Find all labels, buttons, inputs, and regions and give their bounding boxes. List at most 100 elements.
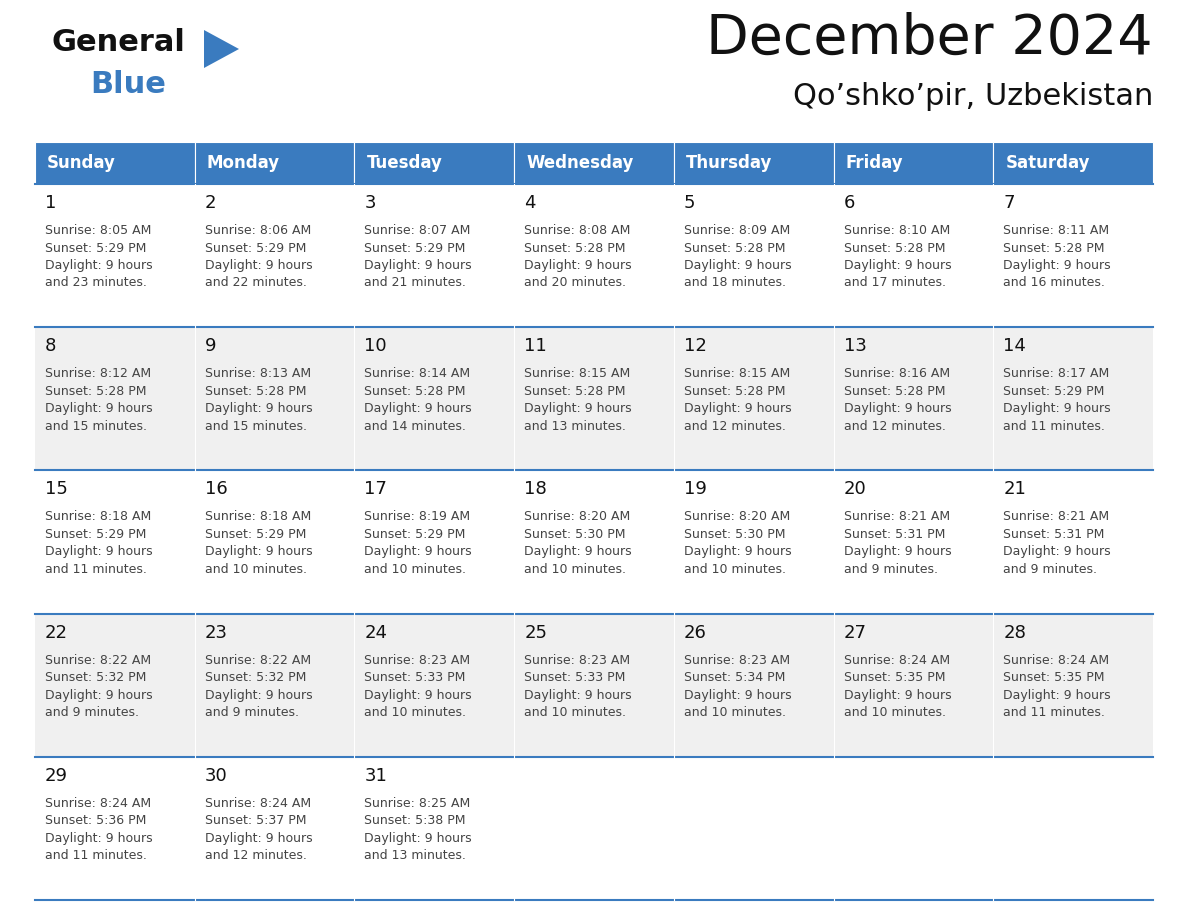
- Text: Sunset: 5:36 PM: Sunset: 5:36 PM: [45, 814, 146, 827]
- Text: and 11 minutes.: and 11 minutes.: [1004, 706, 1105, 719]
- Text: Sunrise: 8:05 AM: Sunrise: 8:05 AM: [45, 224, 151, 237]
- Text: 19: 19: [684, 480, 707, 498]
- Text: 24: 24: [365, 623, 387, 642]
- Text: Sunrise: 8:21 AM: Sunrise: 8:21 AM: [843, 510, 949, 523]
- Bar: [34, 184, 1154, 327]
- Text: 5: 5: [684, 194, 695, 212]
- Text: Sunrise: 8:25 AM: Sunrise: 8:25 AM: [365, 797, 470, 810]
- Text: Monday: Monday: [207, 154, 280, 172]
- Text: Wednesday: Wednesday: [526, 154, 633, 172]
- Text: Sunrise: 8:15 AM: Sunrise: 8:15 AM: [524, 367, 631, 380]
- Text: Thursday: Thursday: [685, 154, 772, 172]
- Text: Daylight: 9 hours: Daylight: 9 hours: [684, 545, 791, 558]
- Text: Sunset: 5:30 PM: Sunset: 5:30 PM: [684, 528, 785, 541]
- Text: Sunset: 5:30 PM: Sunset: 5:30 PM: [524, 528, 626, 541]
- Text: Sunrise: 8:23 AM: Sunrise: 8:23 AM: [684, 654, 790, 666]
- Text: 1: 1: [45, 194, 56, 212]
- Text: Sunrise: 8:18 AM: Sunrise: 8:18 AM: [204, 510, 311, 523]
- Text: Sunset: 5:28 PM: Sunset: 5:28 PM: [524, 241, 626, 254]
- Text: and 12 minutes.: and 12 minutes.: [204, 849, 307, 862]
- Text: Daylight: 9 hours: Daylight: 9 hours: [1004, 545, 1111, 558]
- Text: and 9 minutes.: and 9 minutes.: [45, 706, 139, 719]
- Text: 2: 2: [204, 194, 216, 212]
- Text: Daylight: 9 hours: Daylight: 9 hours: [365, 832, 472, 845]
- Text: Sunday: Sunday: [48, 154, 116, 172]
- Text: Sunset: 5:29 PM: Sunset: 5:29 PM: [45, 528, 146, 541]
- Bar: [34, 470, 1154, 613]
- Text: Sunrise: 8:23 AM: Sunrise: 8:23 AM: [524, 654, 631, 666]
- Text: 11: 11: [524, 337, 546, 355]
- Text: Sunrise: 8:08 AM: Sunrise: 8:08 AM: [524, 224, 631, 237]
- Text: Sunrise: 8:16 AM: Sunrise: 8:16 AM: [843, 367, 949, 380]
- Bar: [674, 142, 834, 184]
- Text: Daylight: 9 hours: Daylight: 9 hours: [524, 259, 632, 272]
- Text: and 22 minutes.: and 22 minutes.: [204, 276, 307, 289]
- Text: 15: 15: [45, 480, 68, 498]
- Text: and 10 minutes.: and 10 minutes.: [684, 563, 785, 576]
- Text: 16: 16: [204, 480, 227, 498]
- Text: Sunset: 5:35 PM: Sunset: 5:35 PM: [843, 671, 946, 684]
- Text: Sunrise: 8:23 AM: Sunrise: 8:23 AM: [365, 654, 470, 666]
- Text: Daylight: 9 hours: Daylight: 9 hours: [45, 259, 152, 272]
- Text: Daylight: 9 hours: Daylight: 9 hours: [204, 545, 312, 558]
- Text: Sunset: 5:29 PM: Sunset: 5:29 PM: [365, 241, 466, 254]
- Text: Sunrise: 8:12 AM: Sunrise: 8:12 AM: [45, 367, 151, 380]
- Text: Sunset: 5:28 PM: Sunset: 5:28 PM: [843, 385, 946, 397]
- Text: and 23 minutes.: and 23 minutes.: [45, 276, 147, 289]
- Text: and 21 minutes.: and 21 minutes.: [365, 276, 467, 289]
- Bar: [34, 142, 195, 184]
- Text: and 10 minutes.: and 10 minutes.: [843, 706, 946, 719]
- Text: Sunset: 5:35 PM: Sunset: 5:35 PM: [1004, 671, 1105, 684]
- Text: Sunset: 5:28 PM: Sunset: 5:28 PM: [524, 385, 626, 397]
- Text: Sunrise: 8:21 AM: Sunrise: 8:21 AM: [1004, 510, 1110, 523]
- Text: and 10 minutes.: and 10 minutes.: [365, 563, 467, 576]
- Text: and 13 minutes.: and 13 minutes.: [524, 420, 626, 432]
- Text: Sunset: 5:29 PM: Sunset: 5:29 PM: [1004, 385, 1105, 397]
- Text: Daylight: 9 hours: Daylight: 9 hours: [45, 402, 152, 415]
- Bar: [34, 756, 1154, 900]
- Text: Daylight: 9 hours: Daylight: 9 hours: [684, 688, 791, 701]
- Text: 23: 23: [204, 623, 228, 642]
- Text: 13: 13: [843, 337, 866, 355]
- Text: Daylight: 9 hours: Daylight: 9 hours: [365, 402, 472, 415]
- Text: Daylight: 9 hours: Daylight: 9 hours: [45, 832, 152, 845]
- Text: Sunrise: 8:22 AM: Sunrise: 8:22 AM: [45, 654, 151, 666]
- Bar: [34, 613, 1154, 756]
- Text: and 9 minutes.: and 9 minutes.: [204, 706, 298, 719]
- Text: Sunset: 5:28 PM: Sunset: 5:28 PM: [365, 385, 466, 397]
- Text: Sunrise: 8:17 AM: Sunrise: 8:17 AM: [1004, 367, 1110, 380]
- Text: Sunset: 5:32 PM: Sunset: 5:32 PM: [204, 671, 307, 684]
- Text: Sunset: 5:28 PM: Sunset: 5:28 PM: [684, 385, 785, 397]
- Text: Sunrise: 8:20 AM: Sunrise: 8:20 AM: [684, 510, 790, 523]
- Text: Sunrise: 8:07 AM: Sunrise: 8:07 AM: [365, 224, 470, 237]
- Text: 6: 6: [843, 194, 855, 212]
- Text: Daylight: 9 hours: Daylight: 9 hours: [1004, 259, 1111, 272]
- Text: Sunset: 5:28 PM: Sunset: 5:28 PM: [843, 241, 946, 254]
- Text: Sunset: 5:33 PM: Sunset: 5:33 PM: [365, 671, 466, 684]
- Text: and 9 minutes.: and 9 minutes.: [843, 563, 937, 576]
- Text: and 12 minutes.: and 12 minutes.: [684, 420, 785, 432]
- Text: 20: 20: [843, 480, 866, 498]
- Text: 29: 29: [45, 767, 68, 785]
- Bar: [195, 142, 354, 184]
- Text: and 16 minutes.: and 16 minutes.: [1004, 276, 1105, 289]
- Text: and 12 minutes.: and 12 minutes.: [843, 420, 946, 432]
- Text: Daylight: 9 hours: Daylight: 9 hours: [843, 545, 952, 558]
- Text: Sunset: 5:29 PM: Sunset: 5:29 PM: [204, 528, 307, 541]
- Text: Sunrise: 8:24 AM: Sunrise: 8:24 AM: [843, 654, 949, 666]
- Text: Sunrise: 8:10 AM: Sunrise: 8:10 AM: [843, 224, 950, 237]
- Text: and 10 minutes.: and 10 minutes.: [524, 563, 626, 576]
- Text: Daylight: 9 hours: Daylight: 9 hours: [365, 688, 472, 701]
- Text: Sunrise: 8:20 AM: Sunrise: 8:20 AM: [524, 510, 631, 523]
- Text: Daylight: 9 hours: Daylight: 9 hours: [1004, 402, 1111, 415]
- Text: Sunrise: 8:19 AM: Sunrise: 8:19 AM: [365, 510, 470, 523]
- Text: Sunset: 5:34 PM: Sunset: 5:34 PM: [684, 671, 785, 684]
- Bar: [354, 142, 514, 184]
- Text: Sunset: 5:29 PM: Sunset: 5:29 PM: [45, 241, 146, 254]
- Text: Daylight: 9 hours: Daylight: 9 hours: [843, 259, 952, 272]
- Text: Daylight: 9 hours: Daylight: 9 hours: [45, 545, 152, 558]
- Text: Sunset: 5:29 PM: Sunset: 5:29 PM: [204, 241, 307, 254]
- Text: Daylight: 9 hours: Daylight: 9 hours: [843, 688, 952, 701]
- Text: Sunset: 5:33 PM: Sunset: 5:33 PM: [524, 671, 626, 684]
- Text: Qo’shko’pir, Uzbekistan: Qo’shko’pir, Uzbekistan: [792, 82, 1154, 111]
